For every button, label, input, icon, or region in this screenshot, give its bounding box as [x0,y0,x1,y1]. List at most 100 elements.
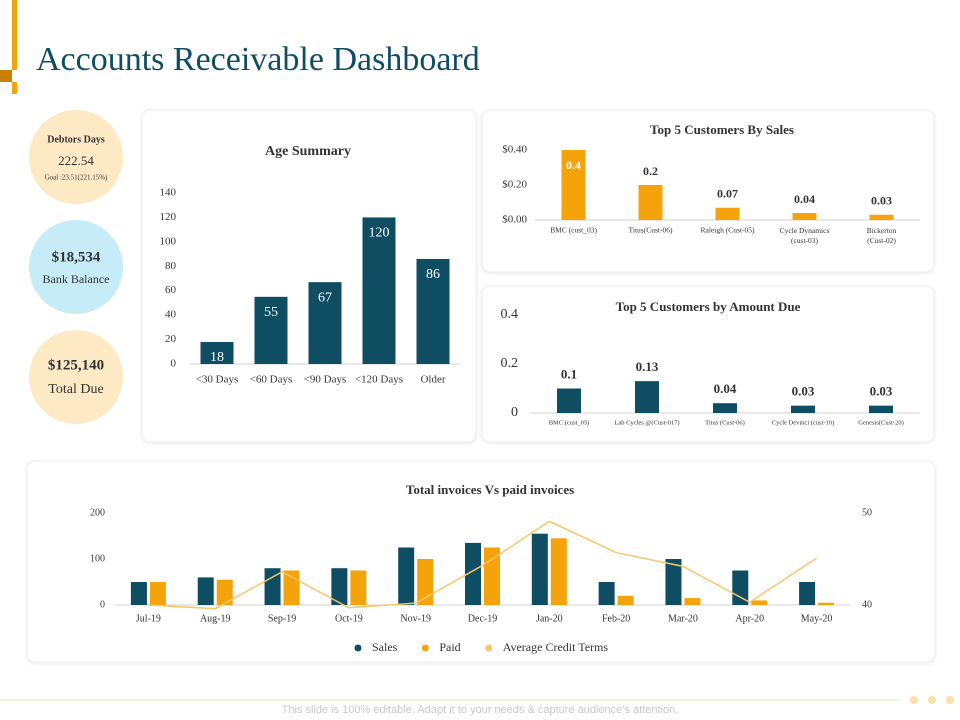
value-label: 0.1 [561,366,577,381]
bar [531,533,548,605]
x-tick-label: Bickerton (Cust-02) [867,226,897,245]
value-label: 0.13 [636,359,659,374]
value-label: 0.03 [792,384,815,399]
bar [818,602,835,605]
bar [751,600,768,605]
bar [684,598,701,605]
x-tick-label: Jul-19 [136,613,161,624]
chart-title: Total invoices Vs paid invoices [406,482,574,497]
y-tick-label: 40 [165,309,177,321]
value-label: 0.03 [871,194,892,208]
kpi-label: Debtors Days [47,134,105,145]
x-tick-label: BMC (cust_05) [549,419,590,426]
x-tick-label: Titus (Cust-06) [705,419,745,426]
x-tick-label: Genesis(Cust-20) [858,419,904,426]
value-label: 0.4 [566,158,581,172]
y-tick-label: 60 [165,284,177,296]
bar [283,570,300,605]
x-tick-label: <30 Days [196,374,239,386]
kpi-label: Total Due [48,382,103,397]
y-tick-label: $0.40 [502,144,527,156]
bar [149,582,166,605]
value-label: 120 [369,226,390,241]
bar [216,579,233,605]
bar [130,582,147,605]
y2-tick-label: 40 [862,599,872,610]
bar [869,214,894,220]
value-label: 55 [264,305,278,320]
legend-swatch [354,644,362,652]
chart-title: Age Summary [265,144,351,159]
value-label: 18 [210,350,224,365]
x-tick-label: Mar-20 [668,613,698,624]
bar [732,570,749,605]
legend-swatch [421,644,429,652]
kpi-circle [29,330,123,424]
bar [799,582,816,605]
bar [416,258,450,364]
bar [598,582,615,605]
legend-label: Sales [372,640,398,654]
x-tick-label: Oct-19 [335,613,363,624]
y-tick-label: $0.00 [502,214,527,226]
bar [254,296,288,364]
bar [398,547,415,605]
bar [715,207,740,220]
decor-bar [12,82,17,94]
kpi-value: $125,140 [48,357,104,373]
y-tick-label: 0.2 [501,356,519,371]
y-tick-label: 100 [90,553,105,564]
bar [617,595,634,605]
bar [791,405,815,413]
y-tick-label: $0.20 [502,179,527,191]
x-tick-label: Dec-19 [468,613,497,624]
bar [869,405,893,413]
footer-text: This slide is 100% editable. Adapt it to… [282,704,679,716]
kpi-circle [29,110,123,204]
x-tick-label: Nov-19 [400,613,431,624]
x-tick-label: Apr-20 [735,613,764,624]
bar [197,577,214,605]
x-tick-label: BMC (cust_03) [550,226,597,235]
x-tick-label: Older [420,374,445,386]
y-tick-label: 0 [171,358,177,370]
y-tick-label: 80 [165,260,177,272]
bar [417,559,434,605]
value-label: 0.2 [643,164,658,178]
y-tick-label: 0 [100,599,105,610]
bar [713,403,737,413]
kpi-value: 222.54 [58,153,94,168]
bar [557,388,581,413]
x-tick-label: <120 Days [355,374,403,386]
kpi-label: Bank Balance [43,272,110,286]
value-label: 86 [426,267,440,282]
y-tick-label: 100 [160,235,177,247]
x-tick-label: <60 Days [250,374,293,386]
bar [264,568,281,605]
x-tick-label: Titus(Cust-06) [629,226,673,235]
y-tick-label: 200 [90,507,105,518]
page-title: Accounts Receivable Dashboard [36,41,480,78]
bar [200,342,234,364]
kpi-note: Goal :23.51(221.15%) [45,174,108,182]
bar [792,213,817,220]
legend-label: Paid [439,640,460,654]
bar [638,185,663,220]
value-label: 0.04 [794,192,815,206]
bar [465,542,481,605]
x-tick-label: May-20 [801,613,833,624]
panel [481,285,935,443]
y-tick-label: 120 [160,211,177,223]
bar [550,538,567,605]
y-tick-label: 140 [160,187,177,199]
bar [635,381,659,413]
chart-title: Top 5 Customers By Sales [650,122,794,137]
decor-dot [946,696,954,704]
kpi-circle [29,220,123,314]
bar [350,570,367,605]
decor-dot [928,696,936,704]
line [148,520,818,610]
legend-swatch [485,644,493,652]
y-tick-label: 20 [165,333,177,345]
